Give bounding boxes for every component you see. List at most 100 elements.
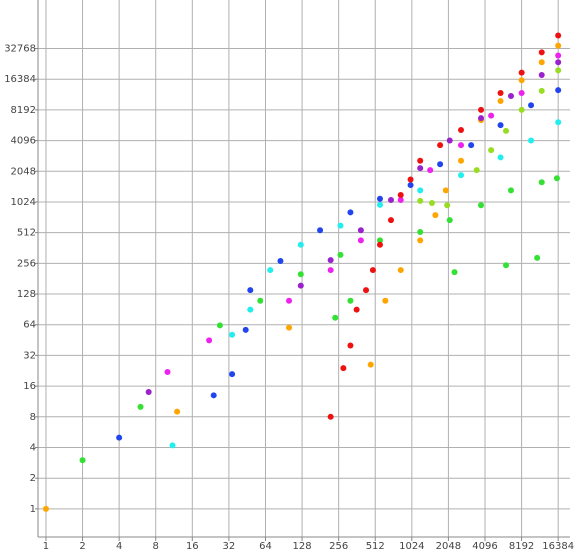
point xyxy=(417,157,424,164)
point xyxy=(376,237,383,244)
point xyxy=(363,287,370,294)
point xyxy=(337,251,344,258)
point xyxy=(79,457,86,464)
x-tick-label: 512 xyxy=(366,541,385,552)
point xyxy=(417,197,424,204)
point xyxy=(458,157,465,164)
point xyxy=(286,324,293,331)
y-tick-label: 256 xyxy=(17,258,36,269)
point xyxy=(357,237,364,244)
point xyxy=(518,106,525,113)
y-tick-label: 2 xyxy=(30,473,36,484)
point xyxy=(337,222,344,229)
point xyxy=(444,202,451,209)
point xyxy=(437,161,444,168)
point xyxy=(229,331,236,338)
point xyxy=(451,269,458,276)
point xyxy=(538,72,545,79)
x-tick-label: 1 xyxy=(43,541,49,552)
point xyxy=(327,257,334,264)
x-tick-label: 2048 xyxy=(436,541,461,552)
point xyxy=(164,369,171,376)
point xyxy=(417,228,424,235)
point xyxy=(116,434,123,441)
point xyxy=(376,241,383,248)
point xyxy=(376,201,383,208)
y-tick-label: 1024 xyxy=(11,197,36,208)
point xyxy=(174,408,181,415)
point xyxy=(327,413,334,420)
x-tick-label: 32 xyxy=(223,541,236,552)
point xyxy=(555,59,562,66)
point xyxy=(247,306,254,313)
point xyxy=(488,112,495,119)
point xyxy=(353,306,360,313)
point xyxy=(145,389,152,396)
point xyxy=(397,197,404,204)
point xyxy=(387,217,394,224)
point xyxy=(297,282,304,289)
point xyxy=(340,365,347,372)
point xyxy=(387,197,394,204)
point xyxy=(458,172,465,179)
y-tick-label: 512 xyxy=(17,228,36,239)
point xyxy=(417,187,424,194)
point xyxy=(327,267,334,274)
point xyxy=(397,267,404,274)
point xyxy=(538,59,545,66)
y-tick-label: 8192 xyxy=(11,105,36,116)
y-tick-label: 16384 xyxy=(4,74,36,85)
point xyxy=(468,142,475,149)
point xyxy=(137,403,144,410)
point xyxy=(229,371,236,378)
point xyxy=(458,142,465,149)
point xyxy=(206,337,213,344)
point xyxy=(332,314,339,321)
x-tick-label: 2 xyxy=(79,541,85,552)
point xyxy=(242,326,249,333)
point xyxy=(397,191,404,198)
x-tick-label: 4096 xyxy=(472,541,497,552)
point xyxy=(478,106,485,113)
point xyxy=(42,505,49,512)
point xyxy=(407,176,414,183)
point xyxy=(286,297,293,304)
point xyxy=(538,49,545,56)
point xyxy=(497,122,504,129)
point xyxy=(538,87,545,94)
point xyxy=(528,137,535,144)
y-tick-label: 32 xyxy=(23,350,36,361)
point xyxy=(369,267,376,274)
point xyxy=(446,217,453,224)
point xyxy=(497,154,504,161)
x-tick-label: 256 xyxy=(329,541,348,552)
point xyxy=(432,212,439,219)
y-tick-label: 32768 xyxy=(4,44,36,55)
point xyxy=(473,167,480,174)
x-tick-label: 128 xyxy=(293,541,312,552)
point xyxy=(528,102,535,109)
point xyxy=(347,209,354,216)
point xyxy=(518,69,525,76)
point xyxy=(347,297,354,304)
point xyxy=(357,227,364,234)
point xyxy=(367,361,374,368)
point xyxy=(247,287,254,294)
point xyxy=(518,77,525,84)
point xyxy=(428,200,435,207)
point xyxy=(458,127,465,134)
point xyxy=(442,187,449,194)
point xyxy=(534,254,541,261)
y-tick-label: 1 xyxy=(30,504,36,515)
x-tick-label: 16 xyxy=(186,541,199,552)
point xyxy=(347,342,354,349)
point xyxy=(497,98,504,105)
y-tick-label: 16 xyxy=(23,381,36,392)
y-tick-label: 64 xyxy=(23,320,36,331)
point xyxy=(437,142,444,149)
x-tick-label: 1024 xyxy=(399,541,424,552)
point xyxy=(555,42,562,49)
point xyxy=(478,202,485,209)
point xyxy=(555,119,562,126)
